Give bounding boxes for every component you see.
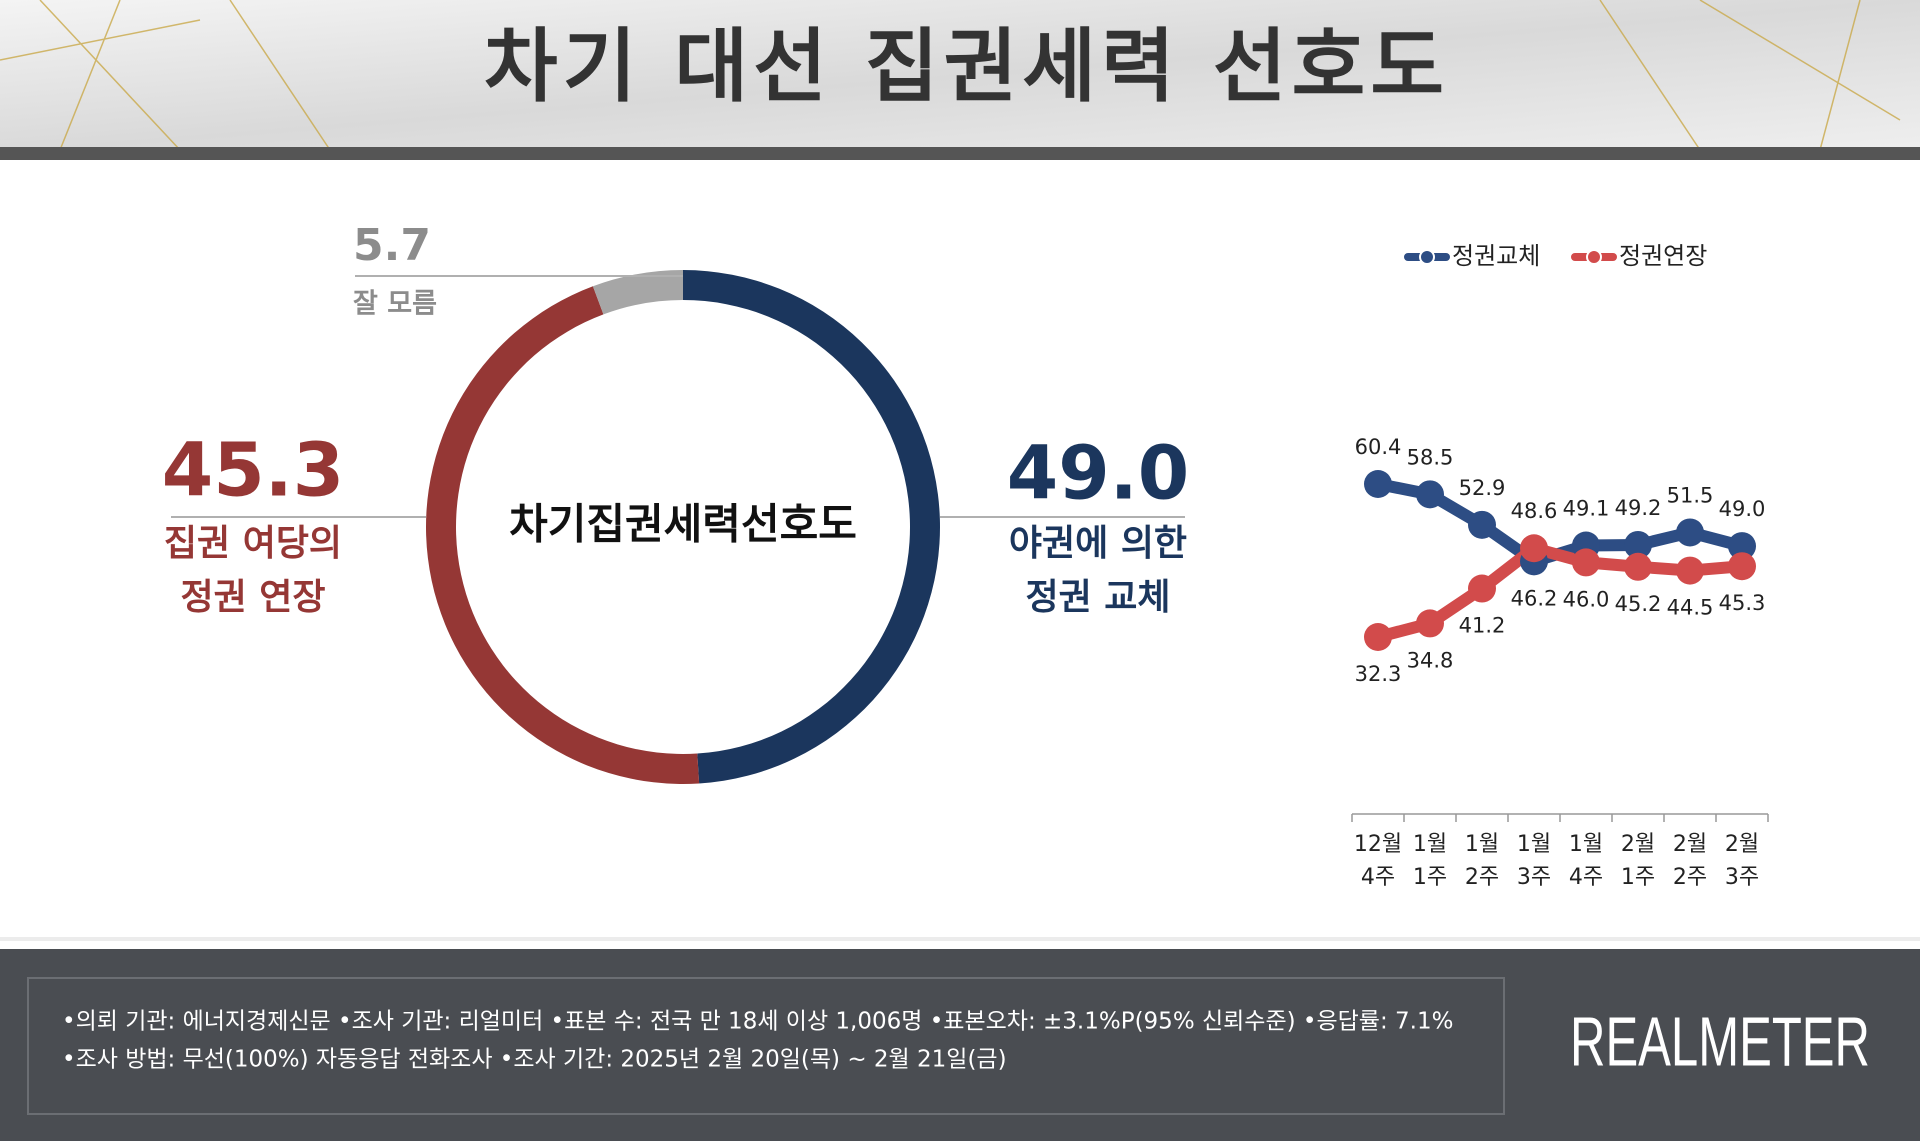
x-tick-label: 1월 1주 — [1413, 832, 1447, 890]
legend-marker — [1419, 249, 1435, 265]
footer-line: •조사 방법: 무선(100%) 자동응답 전화조사 •조사 기간: 2025년… — [62, 1047, 1007, 1073]
value-label: 58.5 — [1407, 445, 1454, 469]
value-label: 5.7 — [353, 220, 431, 271]
header: 차기 대선 집권세력 선호도 — [0, 0, 1920, 160]
data-point — [1676, 518, 1704, 547]
value-label: 46.0 — [1563, 587, 1610, 611]
value-label: 49.2 — [1615, 496, 1662, 520]
footer: •의뢰 기관: 에너지경제신문 •조사 기관: 리얼미터 •표본 수: 전국 만… — [0, 937, 1920, 1141]
footer-bg — [0, 949, 1920, 1141]
data-point — [1468, 574, 1496, 603]
donut-segment — [425, 286, 700, 784]
value-label: 49.0 — [1007, 431, 1190, 517]
value-label: 32.3 — [1355, 662, 1402, 686]
category-label: 잘 모름 — [353, 289, 437, 320]
data-point — [1364, 623, 1392, 651]
data-point — [1520, 534, 1548, 563]
data-point — [1416, 480, 1444, 509]
data-point — [1676, 556, 1704, 585]
page-title: 차기 대선 집권세력 선호도 — [484, 20, 1444, 113]
x-tick-label: 1월 3주 — [1517, 832, 1551, 890]
value-label: 52.9 — [1459, 476, 1506, 500]
header-bg — [0, 0, 1920, 153]
value-label: 51.5 — [1667, 483, 1714, 507]
value-label: 45.3 — [1719, 591, 1766, 615]
x-tick-label: 1월 2주 — [1465, 832, 1499, 890]
data-point — [1572, 548, 1600, 577]
data-point — [1624, 552, 1652, 581]
donut-segment — [683, 270, 941, 784]
x-tick-label: 1월 4주 — [1569, 832, 1603, 890]
category-label: 야권에 의한 정권 교체 — [1009, 523, 1187, 618]
header-decoration — [0, 0, 1901, 151]
header-band — [0, 147, 1920, 160]
value-label: 49.1 — [1563, 497, 1610, 521]
value-label: 60.4 — [1355, 435, 1402, 459]
value-label: 44.5 — [1667, 596, 1714, 620]
brand-logo: REALMETER — [1570, 1002, 1870, 1080]
value-label: 49.0 — [1719, 497, 1766, 521]
data-point — [1364, 470, 1392, 498]
x-tick-label: 2월 1주 — [1621, 832, 1655, 890]
legend-label: 정권교체 — [1452, 242, 1540, 270]
center-label: 차기집권세력선호도 — [509, 500, 857, 549]
legend-marker — [1586, 249, 1602, 265]
value-label: 45.3 — [162, 428, 345, 514]
data-point — [1728, 532, 1756, 561]
data-point — [1468, 510, 1496, 539]
value-label: 45.2 — [1615, 592, 1662, 616]
donut-segment — [592, 270, 683, 315]
x-tick-label: 2월 3주 — [1725, 832, 1759, 890]
x-tick-label: 2월 2주 — [1673, 832, 1707, 890]
legend-label: 정권연장 — [1619, 242, 1707, 270]
footer-separator — [0, 937, 1920, 941]
value-label: 41.2 — [1459, 614, 1506, 638]
value-label: 34.8 — [1407, 648, 1454, 672]
category-label: 집권 여당의 정권 연장 — [164, 523, 342, 618]
x-tick-label: 12월 4주 — [1354, 832, 1402, 890]
data-point — [1416, 609, 1444, 638]
value-label: 46.2 — [1511, 586, 1558, 610]
footer-box — [27, 977, 1505, 1115]
data-point — [1728, 552, 1756, 581]
value-label: 48.6 — [1511, 499, 1558, 523]
footer-line: •의뢰 기관: 에너지경제신문 •조사 기관: 리얼미터 •표본 수: 전국 만… — [62, 1009, 1453, 1035]
data-point — [1624, 530, 1652, 559]
